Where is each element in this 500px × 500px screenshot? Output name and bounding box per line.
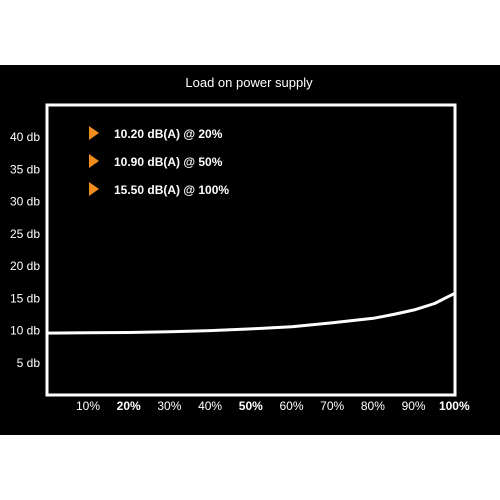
y-tick-label: 25 db: [10, 227, 40, 241]
annotation-marker-icon: [89, 182, 99, 196]
annotation-label: 10.20 dB(A) @ 20%: [114, 127, 223, 141]
x-tick-label: 10%: [76, 399, 100, 413]
annotations: 10.20 dB(A) @ 20% 10.90 dB(A) @ 50% 15.50 …: [89, 126, 229, 197]
x-tick-label: 40%: [198, 399, 222, 413]
x-axis-ticks: 10% 20% 30% 40% 50% 60% 70% 80% 90% 100%: [76, 399, 470, 413]
y-tick-label: 30 db: [10, 195, 40, 209]
annotation-label: 15.50 dB(A) @ 100%: [114, 183, 229, 197]
annotation-marker-icon: [89, 126, 99, 140]
x-tick-label: 30%: [157, 399, 181, 413]
y-tick-label: 5 db: [17, 356, 41, 370]
plot-frame: [45, 103, 457, 397]
y-tick-label: 15 db: [10, 291, 40, 305]
x-tick-label: 50%: [239, 399, 263, 413]
y-tick-label: 40 db: [10, 130, 40, 144]
y-tick-label: 35 db: [10, 162, 40, 176]
chart-title: Load on power supply: [185, 75, 313, 90]
x-tick-label: 100%: [439, 399, 470, 413]
chart-panel: Load on power supply 5 db 10 db 15 db 20 db…: [0, 65, 500, 435]
annotation-label: 10.90 dB(A) @ 50%: [114, 155, 223, 169]
x-tick-label: 90%: [402, 399, 426, 413]
y-axis-ticks: 5 db 10 db 15 db 20 db 25 db 30 db 35 db 40 db: [10, 130, 40, 370]
x-tick-label: 60%: [279, 399, 303, 413]
x-tick-label: 20%: [117, 399, 141, 413]
annotation-marker-icon: [89, 154, 99, 168]
chart: Load on power supply 5 db 10 db 15 db 20 db…: [10, 75, 470, 413]
x-tick-label: 70%: [320, 399, 344, 413]
x-tick-label: 80%: [361, 399, 385, 413]
y-tick-label: 20 db: [10, 259, 40, 273]
y-tick-label: 10 db: [10, 324, 40, 338]
series-line: [45, 291, 457, 335]
